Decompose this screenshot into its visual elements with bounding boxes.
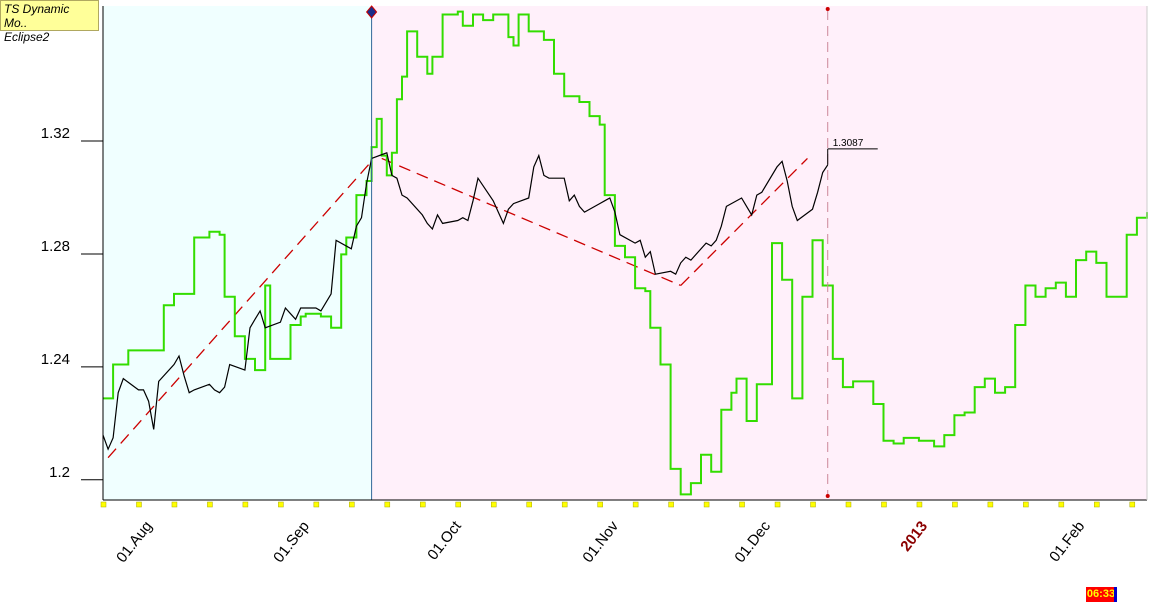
x-minor-tick: [987, 501, 994, 508]
trend-lines: [107, 157, 808, 459]
x-minor-tick: [420, 501, 426, 508]
indicator-info-box[interactable]: TS Dynamic Mo.. Eclipse2: [0, 0, 99, 44]
x-tick-label: 01.Sep: [270, 518, 313, 566]
indicator-name: TS Dynamic Mo..: [4, 2, 70, 30]
x-tick-label: 01.Dec: [731, 518, 774, 566]
x-minor-tick: [349, 501, 355, 508]
x-minor-tick: [668, 501, 674, 508]
x-minor-tick: [490, 501, 497, 508]
x-minor-tick: [1129, 501, 1136, 508]
x-minor-tick: [952, 501, 958, 508]
axes: [102, 6, 1148, 501]
x-tick-label: 01.Feb: [1046, 518, 1088, 565]
last-price-marker: 1.3087: [827, 138, 878, 165]
x-axis-ticks: 01.Aug 01.Sep 01.Oct 01.Nov 01.Dec 2013 01.Feb: [100, 501, 1136, 566]
x-minor-tick: [136, 501, 142, 508]
x-minor-tick: [916, 501, 923, 508]
date-marker-diamond: [365, 5, 378, 19]
y-tick-label: 1.24: [41, 351, 70, 368]
indicator-instance: Eclipse2: [4, 30, 50, 44]
y-tick-label: 1.2: [49, 464, 70, 481]
x-tick-label: 01.Nov: [579, 518, 622, 566]
price-line: [102, 152, 829, 451]
clock-badge-edge: [1114, 587, 1117, 602]
forecast-background: [371, 6, 1147, 500]
x-minor-tick: [810, 501, 816, 508]
vertical-markers: [365, 5, 830, 500]
y-tick-label: 1.28: [41, 238, 70, 255]
x-minor-tick: [739, 501, 745, 508]
x-minor-tick: [1094, 501, 1100, 508]
indicator-series: [103, 10, 1148, 496]
x-minor-tick: [526, 501, 532, 508]
x-minor-tick: [278, 501, 284, 508]
history-background: [103, 6, 372, 500]
x-tick-label: 01.Aug: [113, 518, 156, 566]
x-tick-label: 2013: [897, 518, 931, 555]
x-minor-tick: [171, 501, 178, 508]
x-minor-tick: [845, 501, 852, 508]
price-series: [102, 152, 829, 451]
clock-badge: 06:33: [1086, 587, 1116, 602]
x-minor-tick: [1023, 501, 1029, 508]
current-date-bottom-dot: [825, 494, 830, 498]
x-minor-tick: [100, 501, 107, 508]
x-minor-tick: [774, 501, 781, 508]
trend-line: [107, 160, 373, 459]
x-minor-tick: [384, 501, 391, 508]
trend-line: [381, 157, 682, 287]
x-minor-tick: [455, 501, 462, 508]
x-minor-tick: [242, 501, 249, 508]
x-tick-label: 01.Oct: [424, 517, 465, 563]
indicator-line: [103, 10, 1148, 496]
y-axis-ticks: 1.2 1.24 1.28 1.32: [41, 125, 103, 481]
x-minor-tick: [881, 501, 887, 508]
trend-line: [680, 157, 808, 286]
x-minor-tick: [561, 501, 568, 508]
last-price-label: 1.3087: [833, 138, 864, 149]
x-minor-tick: [313, 501, 320, 508]
y-tick-label: 1.32: [41, 125, 70, 142]
x-minor-tick: [703, 501, 710, 508]
x-minor-tick: [632, 501, 639, 508]
x-minor-tick: [597, 501, 603, 508]
current-date-top-dot: [825, 7, 830, 11]
x-minor-tick: [1058, 501, 1065, 508]
x-minor-tick: [207, 501, 213, 508]
